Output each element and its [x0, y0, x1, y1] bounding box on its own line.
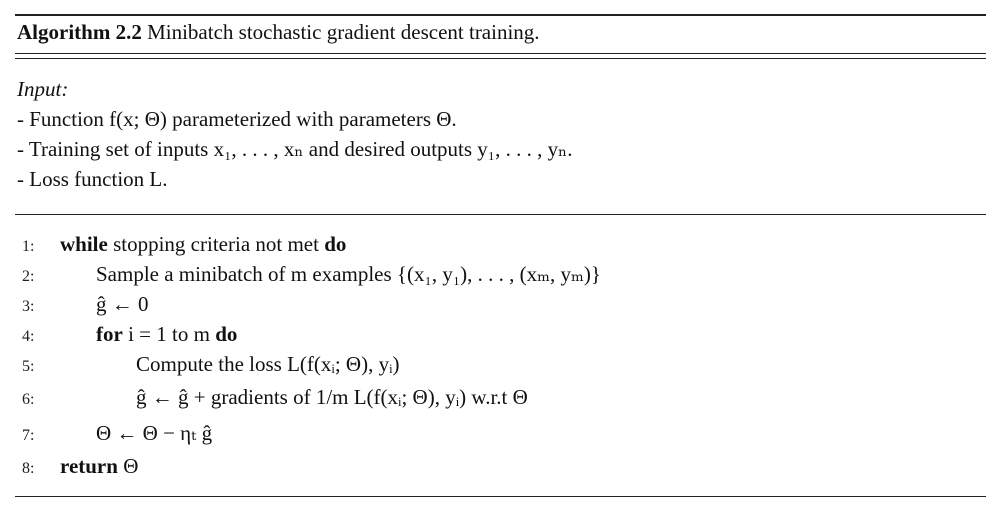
- algorithm-line: 4: for i = 1 to m do: [22, 319, 601, 349]
- title-rule-upper: [15, 53, 986, 54]
- keyword-for: for: [96, 322, 123, 346]
- title-rule-lower: [15, 58, 986, 59]
- line-text: Compute the loss L(f(xᵢ; Θ), yᵢ): [136, 352, 400, 376]
- line-number: 2:: [22, 268, 35, 285]
- input-item-function: - Function f(x; Θ) parameterized with pa…: [17, 107, 457, 131]
- algorithm-line: 1: while stopping criteria not met do: [22, 229, 601, 259]
- keyword-return: return: [60, 454, 118, 478]
- top-rule: [15, 14, 986, 16]
- line-text: Θ ← Θ − ηₜ ĝ: [96, 421, 213, 445]
- algorithm-label: Algorithm 2.2: [17, 20, 142, 44]
- algorithm-line: 2: Sample a minibatch of m examples {(x₁,…: [22, 259, 601, 289]
- line-number: 3:: [22, 298, 35, 315]
- algorithm-title: Algorithm 2.2 Minibatch stochastic gradi…: [17, 18, 540, 46]
- algorithm-line: 5: Compute the loss L(f(xᵢ; Θ), yᵢ): [22, 349, 601, 379]
- line-text: ĝ ← ĝ + gradients of 1/m L(f(xᵢ; Θ), yᵢ)…: [136, 385, 528, 409]
- line-text: return Θ: [60, 454, 139, 478]
- input-section: Input: - Function f(x; Θ) parameterized …: [17, 74, 572, 194]
- algorithm-line: 7: Θ ← Θ − ηₜ ĝ: [22, 415, 601, 451]
- line-number: 8:: [22, 460, 35, 477]
- algorithm-line: 8: return Θ: [22, 451, 601, 481]
- line-number: 5:: [22, 358, 35, 375]
- input-item-loss: - Loss function L.: [17, 167, 168, 191]
- algorithm-line: 6: ĝ ← ĝ + gradients of 1/m L(f(xᵢ; Θ), y…: [22, 379, 601, 415]
- algorithm-body: 1: while stopping criteria not met do 2: S…: [22, 229, 601, 481]
- input-separator-rule: [15, 214, 986, 215]
- input-heading: Input:: [17, 77, 69, 101]
- line-number: 6:: [22, 391, 35, 408]
- keyword-do: do: [324, 232, 347, 256]
- bottom-rule: [15, 496, 986, 497]
- input-item-training-set: - Training set of inputs x₁, . . . , xₙ …: [17, 137, 573, 161]
- line-number: 4:: [22, 328, 35, 345]
- line-number: 7:: [22, 427, 35, 444]
- line-text: Sample a minibatch of m examples {(x₁, y…: [96, 262, 601, 286]
- line-text: for i = 1 to m do: [96, 322, 238, 346]
- line-number: 1:: [22, 238, 35, 255]
- keyword-do: do: [215, 322, 238, 346]
- keyword-while: while: [60, 232, 108, 256]
- line-text: ĝ ← 0: [96, 292, 149, 316]
- line-text: while stopping criteria not met do: [60, 232, 347, 256]
- algorithm-caption: Minibatch stochastic gradient descent tr…: [147, 20, 540, 44]
- algorithm-line: 3: ĝ ← 0: [22, 289, 601, 319]
